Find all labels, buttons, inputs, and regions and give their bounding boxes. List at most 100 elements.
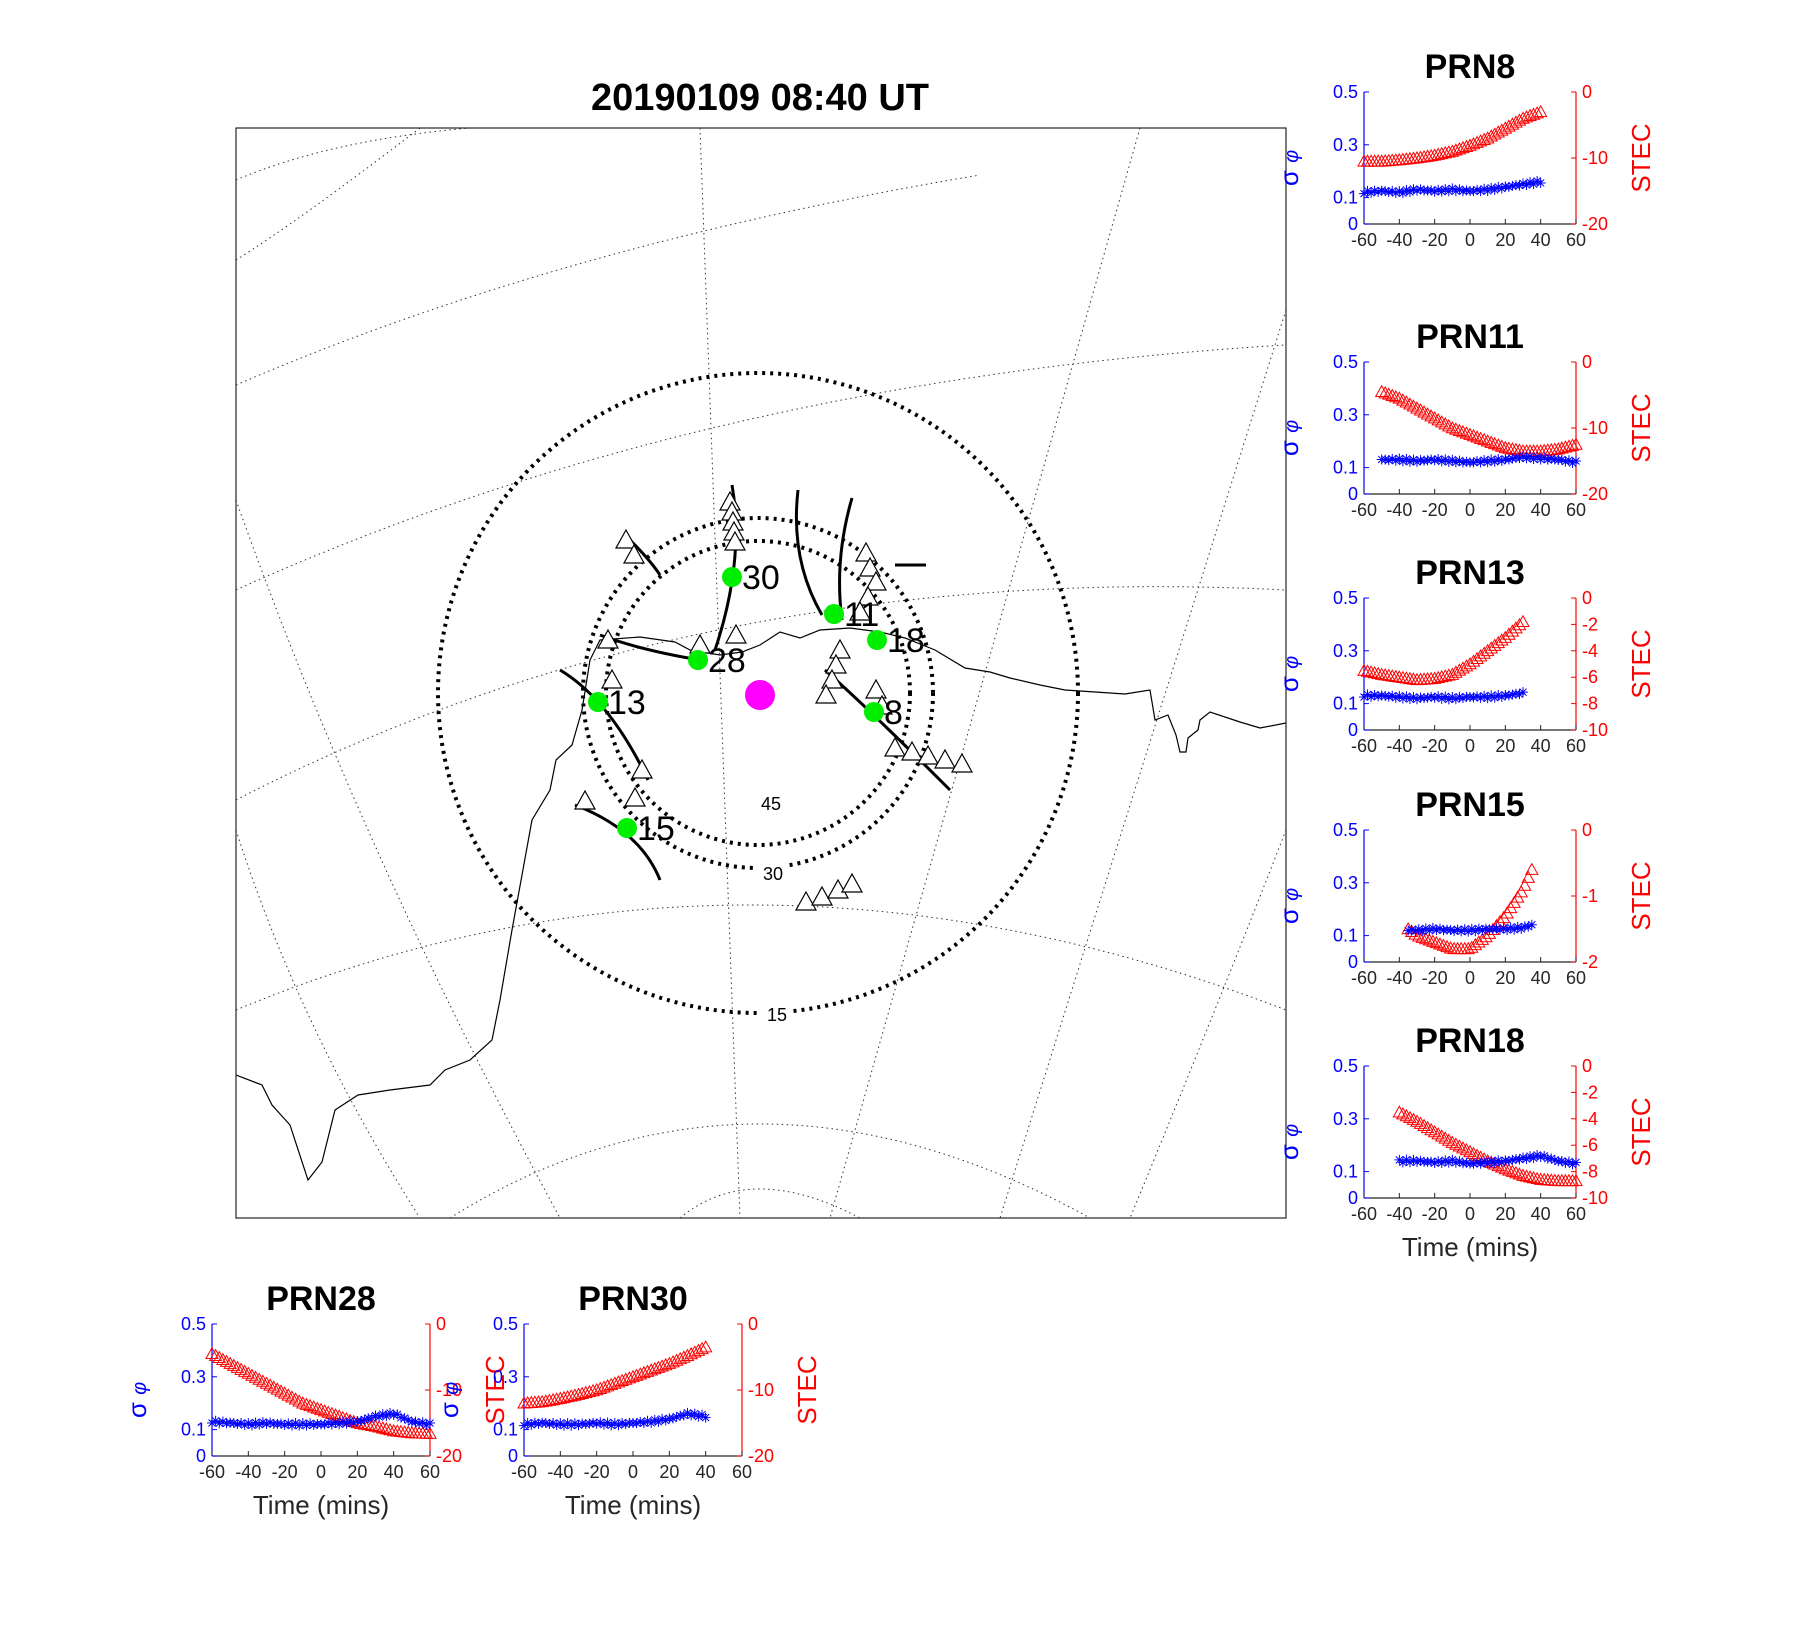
stec-point [1403, 1110, 1417, 1124]
sigma-point [1525, 177, 1536, 188]
sigma-point [595, 1417, 606, 1428]
ring-label-15: 15 [767, 1005, 787, 1025]
sigma-point [1468, 692, 1479, 703]
x-tick-label: 20 [659, 1462, 679, 1482]
track-marker [814, 683, 838, 704]
sigma-point [1489, 1158, 1500, 1169]
stec-point [1473, 431, 1488, 444]
stec-point [372, 1420, 386, 1433]
sigma-point [1567, 1159, 1578, 1170]
sigma-point [1495, 924, 1506, 935]
stec-point [306, 1400, 321, 1413]
stec-point [1374, 667, 1389, 680]
stec-point [1502, 119, 1516, 132]
stec-point [1420, 1120, 1435, 1134]
sigma-point [1502, 925, 1513, 936]
sigma-point [1571, 456, 1581, 467]
stec-point [314, 1402, 328, 1416]
sigma-point [1507, 453, 1518, 464]
y-tick-label-right: -4 [1582, 641, 1598, 661]
stec-point [1565, 438, 1580, 451]
sigma-point [1380, 186, 1391, 197]
chart-title: PRN30 [578, 1280, 688, 1318]
stec-point [368, 1419, 383, 1432]
stec-point [1381, 387, 1396, 400]
sigma-point [1472, 456, 1483, 467]
track-marker [828, 638, 852, 659]
sigma-point [1429, 692, 1440, 703]
sigma-point [232, 1418, 243, 1429]
stec-point [303, 1398, 317, 1412]
y-tick-label-right: 0 [1582, 352, 1592, 372]
sigma-point [588, 1417, 599, 1428]
y-tick-label-right: -2 [1582, 1082, 1598, 1102]
sigma-point [1487, 924, 1498, 935]
x-tick-label: -20 [1422, 230, 1448, 250]
x-tick-label: -40 [547, 1462, 573, 1482]
sigma-point [1475, 186, 1486, 197]
sigma-point [1408, 691, 1419, 702]
stec-point [1434, 415, 1449, 428]
sigma-point [631, 1418, 642, 1429]
stec-point [1459, 1142, 1474, 1156]
chart-prn30: PRN30 -60 -40 -20 0 20 40 60 0 0.1 0.3 0.5 -20 -10 0 σ … [434, 1280, 822, 1520]
sky-map: 20190109 08:40 UT [235, 77, 1287, 1219]
y-tick-label-left: 0 [1348, 214, 1358, 234]
x-tick-label: -20 [1422, 968, 1448, 988]
satellite-label-prn13: 13 [608, 684, 646, 722]
y-tick-label-left: 0.3 [493, 1367, 518, 1387]
stec-point [1360, 664, 1375, 677]
stec-point [1463, 427, 1477, 440]
stec-point [1418, 931, 1433, 945]
sigma-point [1518, 687, 1528, 698]
stec-point [1413, 403, 1428, 416]
chart-prn28: PRN28 -60 -40 -20 0 20 40 60 0 0.1 0.3 0.5 -20 -10 0 σ … [122, 1280, 510, 1520]
stec-point [379, 1422, 394, 1435]
sigma-point [1535, 1151, 1546, 1162]
stec-point [383, 1422, 397, 1436]
y-tick-label-right: -10 [436, 1380, 462, 1400]
stec-point [1477, 432, 1491, 446]
sigma-point [667, 1413, 678, 1424]
stec-point [1459, 426, 1474, 439]
y-tick-label-right: -20 [436, 1446, 462, 1466]
stec-point [274, 1384, 288, 1397]
track-prn11 [794, 489, 824, 616]
x-tick-label: 0 [1465, 736, 1475, 756]
stec-point [1392, 391, 1407, 404]
stec-point [1484, 129, 1499, 142]
sigma-point [417, 1417, 428, 1428]
stec-point [270, 1382, 285, 1395]
y-tick-label-right: 0 [748, 1314, 758, 1334]
sigma-point [217, 1416, 228, 1427]
y-tick-label-right: 0 [1582, 820, 1592, 840]
y-tick-label-right: 0 [1582, 588, 1592, 608]
x-tick-label: 20 [1495, 500, 1515, 520]
sigma-point [1514, 1154, 1525, 1165]
stec-point [1411, 929, 1426, 942]
sigma-point [1390, 692, 1401, 703]
sigma-point [1491, 923, 1502, 934]
sigma-point [1408, 184, 1419, 195]
sigma-point [294, 1420, 305, 1431]
y-tick-label-left: 0.1 [1333, 694, 1358, 714]
stec-point [1424, 409, 1438, 422]
stec-point [1433, 937, 1447, 950]
stec-point [1431, 1127, 1446, 1140]
sigma-point [1426, 1156, 1437, 1167]
stec-point [216, 1352, 230, 1365]
ring-15 [436, 371, 1080, 1015]
y-tick-label-right: 0 [1582, 1056, 1592, 1076]
sigma-point [421, 1420, 432, 1431]
sigma-point [1466, 923, 1477, 934]
track-marker [794, 890, 818, 911]
y-tick-label-left: 0.3 [1333, 873, 1358, 893]
sigma-point [254, 1419, 265, 1430]
sigma-point [1496, 1157, 1507, 1168]
x-tick-label: 60 [1566, 736, 1586, 756]
stec-point [263, 1378, 277, 1391]
chart-prn13: PRN13-60 -40 -20 0 20 40 6000.10.30.5-10-8-6-4… [1274, 554, 1656, 756]
